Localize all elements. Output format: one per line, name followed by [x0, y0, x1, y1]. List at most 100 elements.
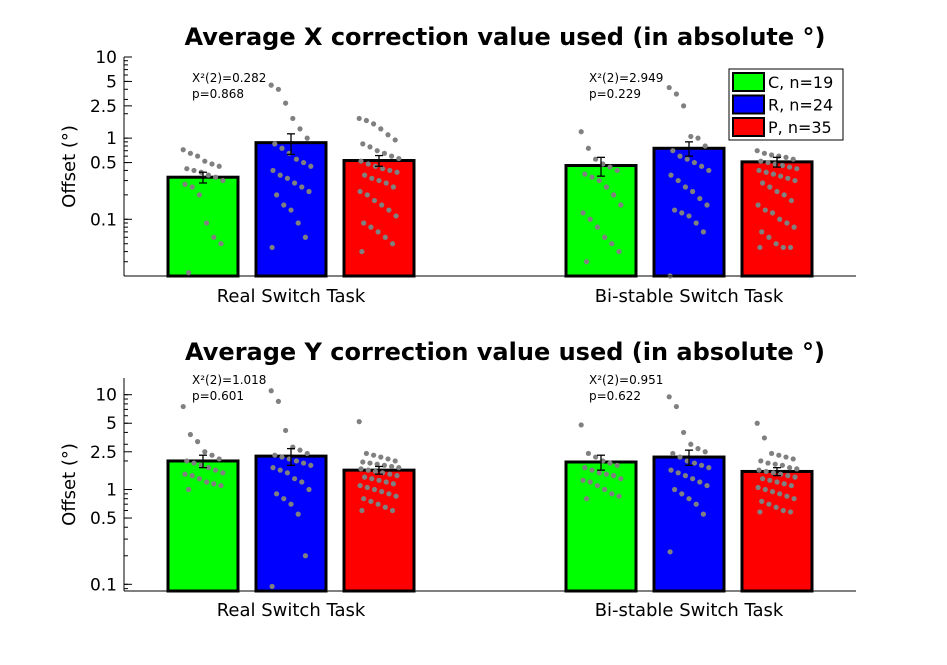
data-point [700, 229, 707, 235]
data-point [272, 452, 278, 458]
data-point [672, 486, 678, 493]
data-point [587, 479, 593, 485]
y-tick-label: 5 [106, 72, 117, 92]
stat-annotation: p=0.622 [589, 389, 641, 403]
data-point [369, 175, 375, 181]
data-point [776, 452, 782, 458]
bar [342, 468, 416, 593]
stat-annotation: X²(2)=1.018 [192, 373, 266, 387]
data-point [283, 427, 289, 434]
data-point [587, 216, 593, 222]
data-point [688, 133, 694, 140]
data-point [275, 398, 281, 404]
data-point [788, 482, 795, 489]
data-point [284, 470, 290, 476]
data-point [754, 148, 760, 154]
data-point [211, 234, 217, 240]
data-point [780, 507, 786, 514]
data-point [765, 159, 771, 166]
data-point [387, 471, 393, 477]
data-point [378, 454, 384, 460]
data-point [389, 153, 395, 159]
data-point [761, 435, 768, 441]
data-point [209, 161, 215, 167]
y-axis-label: Offset (°) [59, 443, 80, 526]
data-point [593, 156, 599, 162]
data-point [667, 549, 673, 555]
data-point [755, 202, 761, 208]
data-point [220, 470, 226, 476]
data-point [216, 456, 222, 462]
data-point [792, 177, 798, 184]
data-point [695, 135, 701, 141]
data-point [279, 145, 285, 151]
data-point [788, 197, 795, 204]
data-point [794, 166, 800, 172]
data-point [364, 484, 370, 491]
data-point [363, 450, 369, 457]
data-point [769, 450, 775, 457]
legend-entry: P, n=35 [768, 118, 832, 137]
data-point [691, 159, 698, 166]
data-point [376, 477, 382, 483]
data-point [688, 441, 694, 447]
data-point [275, 86, 281, 92]
bar [652, 455, 726, 593]
data-point [781, 481, 787, 487]
data-point [361, 220, 367, 226]
data-point [779, 462, 786, 468]
data-point [374, 461, 380, 467]
data-point [681, 103, 687, 109]
data-point [607, 164, 613, 170]
data-point [371, 121, 377, 127]
data-point [358, 466, 364, 472]
data-point [582, 465, 588, 471]
data-point [754, 420, 760, 426]
data-point [205, 172, 211, 178]
data-point [376, 177, 382, 184]
data-point [792, 474, 798, 480]
legend: C, n=19 R, n=24 P, n=35 [728, 68, 844, 141]
data-point [704, 482, 710, 489]
data-point [365, 467, 371, 473]
data-point [611, 192, 617, 198]
data-point [281, 202, 287, 208]
data-point [379, 489, 385, 495]
data-point [302, 553, 308, 559]
data-point [614, 167, 620, 174]
data-point [762, 207, 768, 213]
data-point [361, 496, 367, 502]
data-point [679, 210, 685, 216]
data-point [668, 467, 674, 473]
data-point [367, 144, 373, 150]
data-point [778, 173, 784, 179]
data-point [196, 192, 202, 198]
data-point [268, 82, 274, 88]
data-point [787, 164, 793, 170]
data-point [702, 143, 708, 149]
y-tick-label: 0.1 [90, 210, 117, 230]
data-point [205, 465, 211, 471]
data-point [277, 467, 283, 473]
data-point [293, 156, 299, 162]
data-point [686, 496, 692, 502]
data-point [603, 184, 610, 190]
data-point [365, 161, 371, 167]
data-point [302, 234, 308, 240]
data-point [784, 220, 790, 226]
data-point [292, 180, 298, 186]
data-point [580, 210, 586, 216]
data-point [182, 471, 188, 477]
data-point [787, 465, 793, 471]
data-point [757, 509, 763, 515]
data-point [596, 177, 602, 184]
data-point [268, 388, 274, 394]
data-point [666, 84, 672, 91]
data-point [681, 429, 687, 436]
x-category-label: Real Switch Task [217, 600, 366, 621]
data-point [777, 491, 783, 497]
data-point [359, 248, 365, 255]
data-point [281, 496, 287, 502]
data-point [762, 486, 768, 493]
data-point [585, 145, 592, 151]
